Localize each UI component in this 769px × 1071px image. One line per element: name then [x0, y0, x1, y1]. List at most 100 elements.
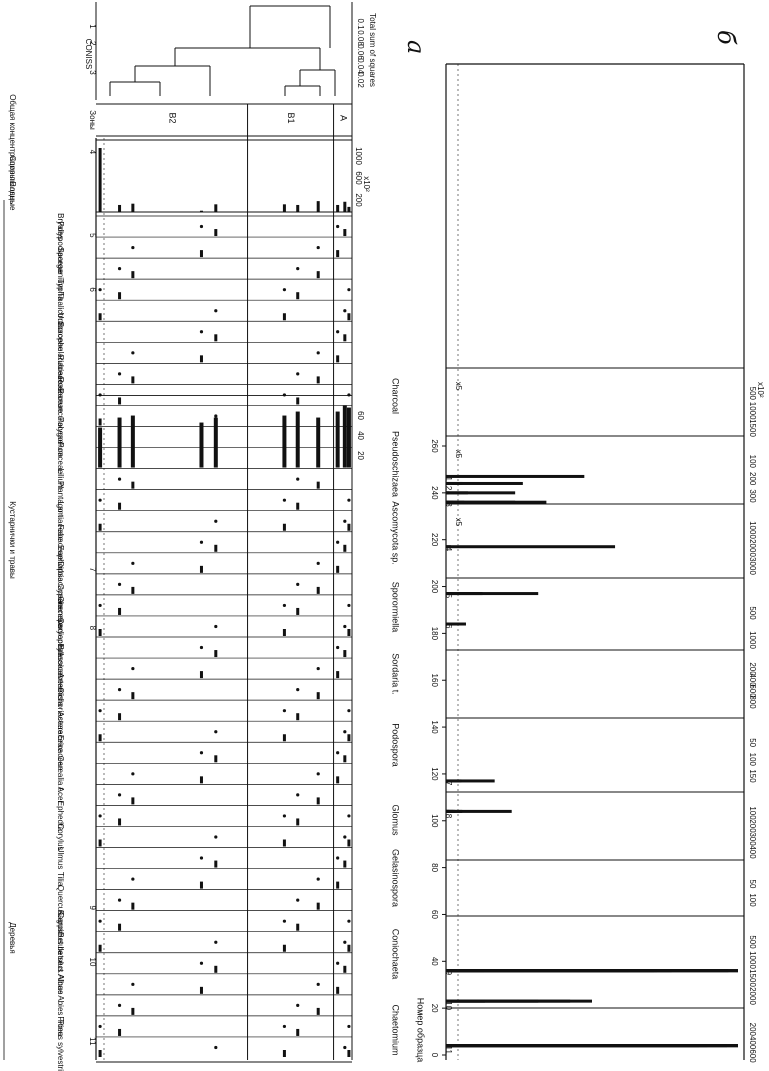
strip-axis-tick-label: 200 — [748, 819, 757, 833]
taxon-dot — [131, 982, 135, 986]
strip-axis-tick-label: 400 — [748, 845, 757, 859]
taxon-name-label: Rosaceae — [56, 377, 65, 414]
spore-bar — [446, 500, 516, 504]
taxon-bar — [296, 818, 300, 826]
sample-axis-tick-label: 220 — [430, 533, 439, 547]
poaceae-bar — [346, 407, 351, 468]
concentration-bar — [98, 148, 102, 212]
strip-axis-tick-label: 500 — [748, 935, 757, 949]
strip-title: Sporormiella — [391, 582, 401, 633]
pollen-sample-label: 8 — [88, 626, 97, 631]
taxon-bar — [199, 671, 203, 679]
taxon-dot — [199, 330, 204, 334]
taxon-name-label: Carpinus betulus — [56, 912, 65, 972]
taxon-dot — [98, 709, 102, 713]
pollen-diagram-panel-a: 11 10 9 8 7 6 5 4 3 2 1 Зоны B2 B1 A CONISS 0.020.040.06… — [3, 2, 377, 1071]
scale-multiplier-note: x5 — [454, 382, 463, 391]
taxon-bar — [98, 839, 102, 847]
strip-axis-tick-label: 50 — [748, 880, 757, 889]
taxon-bar — [214, 860, 218, 868]
taxon-dot — [343, 835, 347, 839]
taxon-bar — [214, 650, 218, 658]
taxon-name-label: Rubiaceae — [56, 355, 65, 394]
strip-axis-tick-label: 1500 — [748, 969, 757, 987]
taxon-dot — [199, 540, 204, 544]
taxon-bar — [118, 292, 122, 300]
pollen-sample-label: 1 — [88, 24, 97, 29]
concentration-bar — [343, 201, 347, 212]
taxon-dot — [316, 666, 320, 671]
taxon-name-label: Ephedra — [56, 801, 65, 832]
strip-title: Sordaria t. — [391, 653, 401, 695]
taxon-dot — [347, 814, 351, 818]
concentration-tick-label: 200 — [354, 193, 363, 207]
taxon-dot — [343, 624, 347, 629]
strip-axis-tick-label: 200 — [748, 472, 757, 486]
strip-axis-tick-label: 2000 — [748, 539, 757, 557]
pollen-sample-label: 4 — [88, 150, 97, 155]
poaceae-bar — [316, 417, 321, 468]
sample-number-label: 1 — [444, 476, 453, 481]
strip-axis-tick-label: 1000 — [748, 951, 757, 969]
taxon-bar — [296, 502, 300, 510]
taxon-dot — [117, 898, 122, 902]
coniss-title: CONISS — [84, 39, 93, 70]
taxon-bar — [296, 397, 300, 405]
strip-axis-tick-label: 400 — [748, 1036, 757, 1050]
taxon-bar — [214, 544, 218, 552]
poaceae-tick-label: 40 — [356, 431, 365, 440]
taxon-bar — [296, 713, 300, 721]
sample-axis-tick-label: 160 — [430, 674, 439, 688]
taxon-bar — [131, 481, 135, 489]
taxon-bar — [347, 1050, 351, 1057]
pollen-group-headers: Деревья Кустарнички и травы ВодныеСпорыОбщ… — [3, 94, 17, 1060]
taxon-dot — [199, 856, 204, 860]
sample-axis-tick-label: 40 — [430, 957, 439, 966]
sample-number-label: 6 — [444, 624, 453, 629]
taxon-name-label: Pinus sylvestris — [56, 1020, 65, 1071]
taxon-name-label: Bryales — [56, 213, 65, 240]
taxon-name-label: Cerealia t. — [56, 756, 65, 792]
taxon-dot — [296, 582, 300, 586]
taxon-name-label: Cyperaceae — [56, 584, 65, 628]
taxon-bar — [336, 776, 340, 784]
taxon-bar — [316, 1007, 320, 1015]
taxon-bar — [118, 1028, 122, 1036]
sample-axis-tick-label: 180 — [430, 627, 439, 641]
taxon-dot — [282, 814, 287, 818]
taxon-bar — [98, 523, 102, 531]
taxon-bar — [336, 986, 340, 994]
taxon-bar — [214, 334, 218, 342]
taxon-dot — [316, 351, 320, 355]
panel-labels: a б — [402, 30, 740, 54]
taxon-bar — [282, 313, 286, 321]
taxon-bar — [343, 860, 347, 868]
taxon-bar — [343, 334, 347, 342]
taxon-dot — [347, 1024, 351, 1029]
taxon-bar — [118, 923, 122, 931]
taxon-bar — [347, 944, 351, 952]
concentration-bar — [347, 206, 351, 212]
taxon-bar — [131, 376, 135, 384]
taxon-name-label: Asteraceae — [56, 711, 65, 752]
taxon-bar — [336, 355, 340, 363]
poaceae-tick-label: 60 — [356, 411, 365, 420]
taxon-dot — [336, 540, 340, 544]
sample-number-label: 3 — [444, 502, 453, 507]
taxon-bar — [343, 229, 347, 237]
taxon-bar — [199, 776, 203, 784]
taxon-bar — [131, 692, 135, 700]
spore-bar — [446, 622, 466, 626]
taxon-dot — [347, 919, 351, 923]
taxon-dot — [347, 709, 351, 713]
taxon-bar — [336, 565, 340, 573]
poaceae-bar — [199, 422, 204, 468]
strip-title: Chaetomium — [391, 1004, 401, 1055]
strip-axis-tick-label: 600 — [748, 1049, 757, 1063]
taxon-bar — [199, 250, 203, 258]
taxon-dot — [117, 793, 122, 797]
taxon-name-label: Chenopodiaceae — [56, 596, 65, 657]
taxon-bar — [98, 629, 102, 636]
